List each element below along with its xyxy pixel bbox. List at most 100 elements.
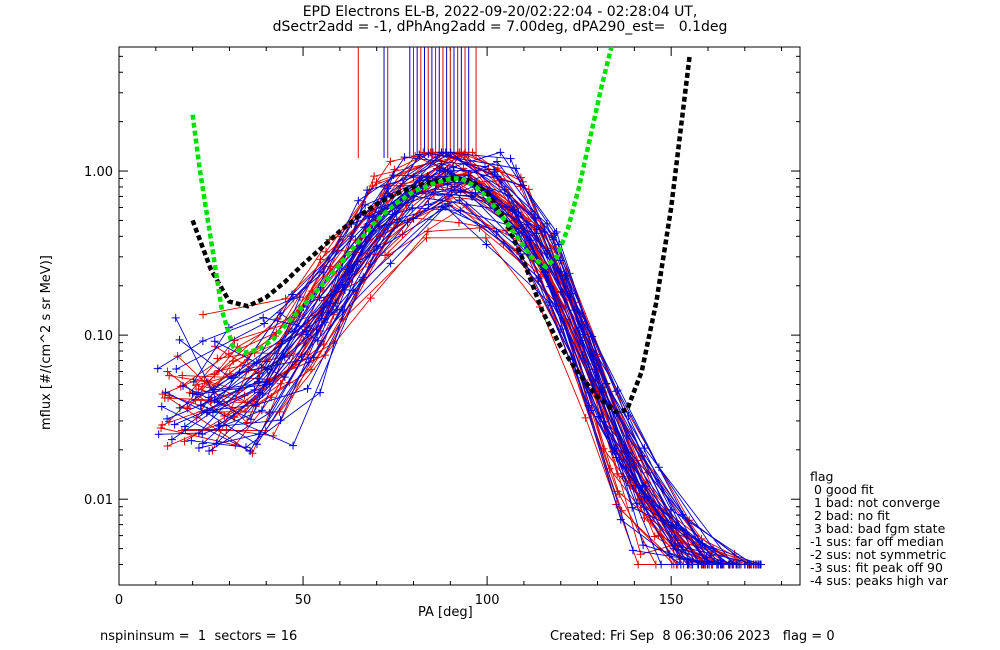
- data-point: [213, 398, 222, 407]
- data-point: [165, 371, 174, 380]
- data-point: [154, 430, 163, 439]
- data-point: [519, 181, 528, 190]
- data-point: [386, 259, 395, 268]
- data-point: [178, 371, 187, 380]
- data-point: [363, 186, 372, 195]
- data-point: [289, 294, 298, 303]
- data-point: [454, 218, 463, 227]
- measurement-trace: [162, 184, 751, 565]
- green-fit-curve: [190, 47, 614, 356]
- data-point: [214, 366, 223, 375]
- data-point: [650, 532, 659, 541]
- data-point: [482, 240, 491, 249]
- data-point: [457, 151, 466, 160]
- data-point: [613, 469, 622, 478]
- measurement-trace: [212, 194, 705, 565]
- data-point: [424, 149, 433, 158]
- measurement-trace: [193, 163, 708, 565]
- footer-right: Created: Fri Sep 8 06:30:06 2023 flag = …: [550, 629, 835, 644]
- data-point: [445, 201, 454, 210]
- x-tick-label: 0: [115, 593, 123, 608]
- data-point: [172, 365, 181, 374]
- data-point: [205, 447, 214, 456]
- data-point: [210, 337, 219, 346]
- chart-title-line1: EPD Electrons EL-B, 2022-09-20/02:22:04 …: [302, 4, 698, 20]
- data-point: [388, 210, 397, 219]
- data-point: [754, 560, 763, 569]
- data-point: [171, 313, 180, 322]
- data-point: [369, 213, 378, 222]
- data-point: [153, 364, 162, 373]
- data-point: [198, 337, 207, 346]
- measurement-trace: [202, 175, 731, 565]
- data-point: [194, 429, 203, 438]
- data-point: [400, 153, 409, 162]
- chart-title-line2: dSectr2add = -1, dPhAng2add = 7.00deg, d…: [272, 19, 728, 35]
- data-point: [163, 367, 172, 376]
- data-point: [441, 148, 450, 157]
- data-point: [383, 184, 392, 193]
- data-point: [255, 388, 264, 397]
- data-point: [235, 368, 244, 377]
- data-point: [703, 560, 712, 569]
- data-point: [422, 233, 431, 242]
- data-point: [160, 394, 169, 403]
- data-point: [366, 294, 375, 303]
- data-point: [372, 242, 381, 251]
- data-point: [615, 490, 624, 499]
- legend-item: -2 sus: not symmetric: [810, 547, 947, 562]
- measurement-trace: [184, 198, 746, 565]
- data-point: [570, 306, 579, 315]
- x-tick-label: 100: [475, 593, 500, 608]
- data-point: [157, 402, 166, 411]
- measurement-trace: [214, 151, 722, 561]
- data-point: [600, 417, 609, 426]
- data-point: [276, 416, 285, 425]
- data-point: [183, 404, 192, 413]
- data-point: [552, 228, 561, 237]
- data-point: [280, 373, 289, 382]
- y-tick-label: 0.10: [84, 329, 113, 344]
- data-point: [646, 515, 655, 524]
- data-point: [375, 222, 384, 231]
- data-point: [312, 325, 321, 334]
- data-point: [616, 515, 625, 524]
- data-point: [665, 550, 674, 559]
- data-point: [587, 406, 596, 415]
- data-point: [208, 408, 217, 417]
- data-point: [441, 202, 450, 211]
- data-point: [197, 401, 206, 410]
- data-point: [295, 293, 304, 302]
- data-point: [437, 159, 446, 168]
- data-point: [581, 413, 590, 422]
- data-point: [361, 200, 370, 209]
- data-point: [259, 313, 268, 322]
- data-point: [409, 214, 418, 223]
- data-point: [449, 166, 458, 175]
- data-point: [560, 271, 569, 280]
- data-point: [199, 310, 208, 319]
- data-point: [496, 148, 505, 157]
- data-point: [471, 188, 480, 197]
- data-point: [324, 308, 333, 317]
- y-axis-label: mflux [#/(cm^2 s sr MeV)]: [39, 255, 54, 430]
- data-point: [170, 420, 179, 429]
- data-point: [225, 369, 234, 378]
- data-point: [493, 157, 502, 166]
- data-point: [639, 541, 648, 550]
- data-point: [628, 546, 637, 555]
- y-tick-label: 0.01: [84, 493, 113, 508]
- data-point: [167, 435, 176, 444]
- data-point: [455, 148, 464, 157]
- data-point: [489, 165, 498, 174]
- data-point: [675, 555, 684, 564]
- data-point: [163, 441, 172, 450]
- data-point: [187, 436, 196, 445]
- measurement-trace: [162, 189, 756, 565]
- data-point: [443, 165, 452, 174]
- footer-left: nspininsum = 1 sectors = 16: [100, 629, 298, 644]
- data-point: [426, 148, 435, 157]
- data-point: [189, 377, 198, 386]
- data-point: [624, 412, 633, 421]
- data-point: [468, 192, 477, 201]
